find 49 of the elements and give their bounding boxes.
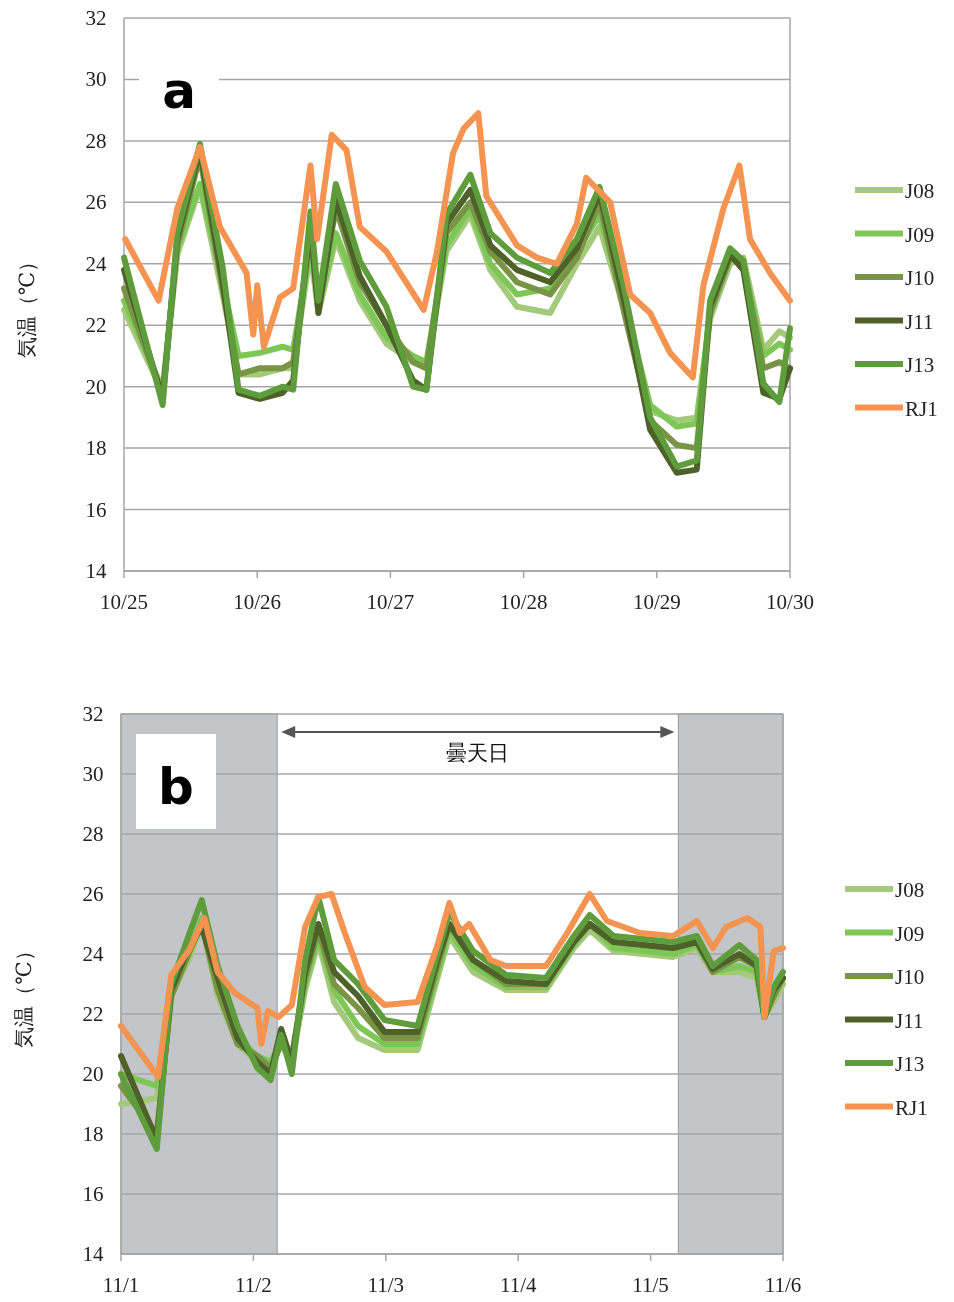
y-tick-label: 32 bbox=[82, 702, 104, 726]
legend-label: RJ1 bbox=[905, 396, 938, 421]
legend-label: J11 bbox=[895, 1008, 924, 1033]
legend-label: J08 bbox=[905, 179, 935, 203]
x-tick-label: 11/4 bbox=[499, 1273, 537, 1297]
y-tick-label: 24 bbox=[85, 251, 107, 276]
y-tick-label: 18 bbox=[85, 436, 107, 461]
annotation: 曇天日 bbox=[446, 741, 510, 765]
legend-label: RJ1 bbox=[895, 1095, 928, 1120]
y-tick-label: 24 bbox=[82, 942, 104, 966]
y-axis-title: 気温（℃） bbox=[12, 940, 36, 1048]
legend-label: J08 bbox=[895, 878, 925, 902]
text: a bbox=[162, 62, 196, 120]
x-tick-label: 10/27 bbox=[366, 590, 415, 614]
y-tick-label: 20 bbox=[82, 1062, 104, 1086]
y-tick-label: 14 bbox=[82, 1242, 104, 1266]
x-tick-label: 10/26 bbox=[233, 590, 282, 614]
legend-label: J09 bbox=[905, 222, 935, 247]
y-tick-label: 32 bbox=[85, 6, 107, 30]
y-tick-label: 16 bbox=[82, 1182, 104, 1206]
y-tick-label: 28 bbox=[85, 128, 107, 153]
y-tick-label: 26 bbox=[82, 882, 104, 906]
y-tick-label: 22 bbox=[82, 1002, 104, 1026]
legend-label: J09 bbox=[895, 921, 925, 946]
legend-label: J13 bbox=[905, 353, 935, 377]
legend-label: J11 bbox=[905, 309, 934, 334]
x-tick-label: 10/30 bbox=[766, 590, 814, 614]
y-tick-label: 28 bbox=[82, 822, 104, 846]
x-tick-label: 11/3 bbox=[367, 1273, 405, 1297]
x-tick-label: 10/29 bbox=[632, 590, 681, 614]
x-tick-label: 11/6 bbox=[764, 1273, 802, 1297]
x-tick-label: 10/28 bbox=[499, 590, 548, 614]
y-tick-label: 26 bbox=[85, 190, 107, 215]
y-tick-label: 14 bbox=[85, 559, 107, 583]
x-tick-label: 10/25 bbox=[100, 590, 148, 614]
y-tick-label: 22 bbox=[85, 313, 107, 338]
y-tick-label: 30 bbox=[82, 762, 104, 786]
y-axis-title: 気温（℃） bbox=[15, 250, 39, 359]
y-tick-label: 30 bbox=[85, 67, 107, 92]
y-tick-label: 16 bbox=[85, 497, 107, 522]
legend-label: J10 bbox=[895, 965, 925, 989]
x-tick-label: 11/1 bbox=[102, 1273, 140, 1297]
legend-label: J10 bbox=[905, 266, 935, 290]
text: b bbox=[158, 758, 194, 816]
x-tick-label: 11/5 bbox=[632, 1273, 669, 1297]
y-tick-label: 18 bbox=[82, 1122, 104, 1146]
y-tick-label: 20 bbox=[85, 374, 107, 399]
legend-label: J13 bbox=[895, 1052, 925, 1076]
x-tick-label: 11/2 bbox=[235, 1273, 272, 1297]
